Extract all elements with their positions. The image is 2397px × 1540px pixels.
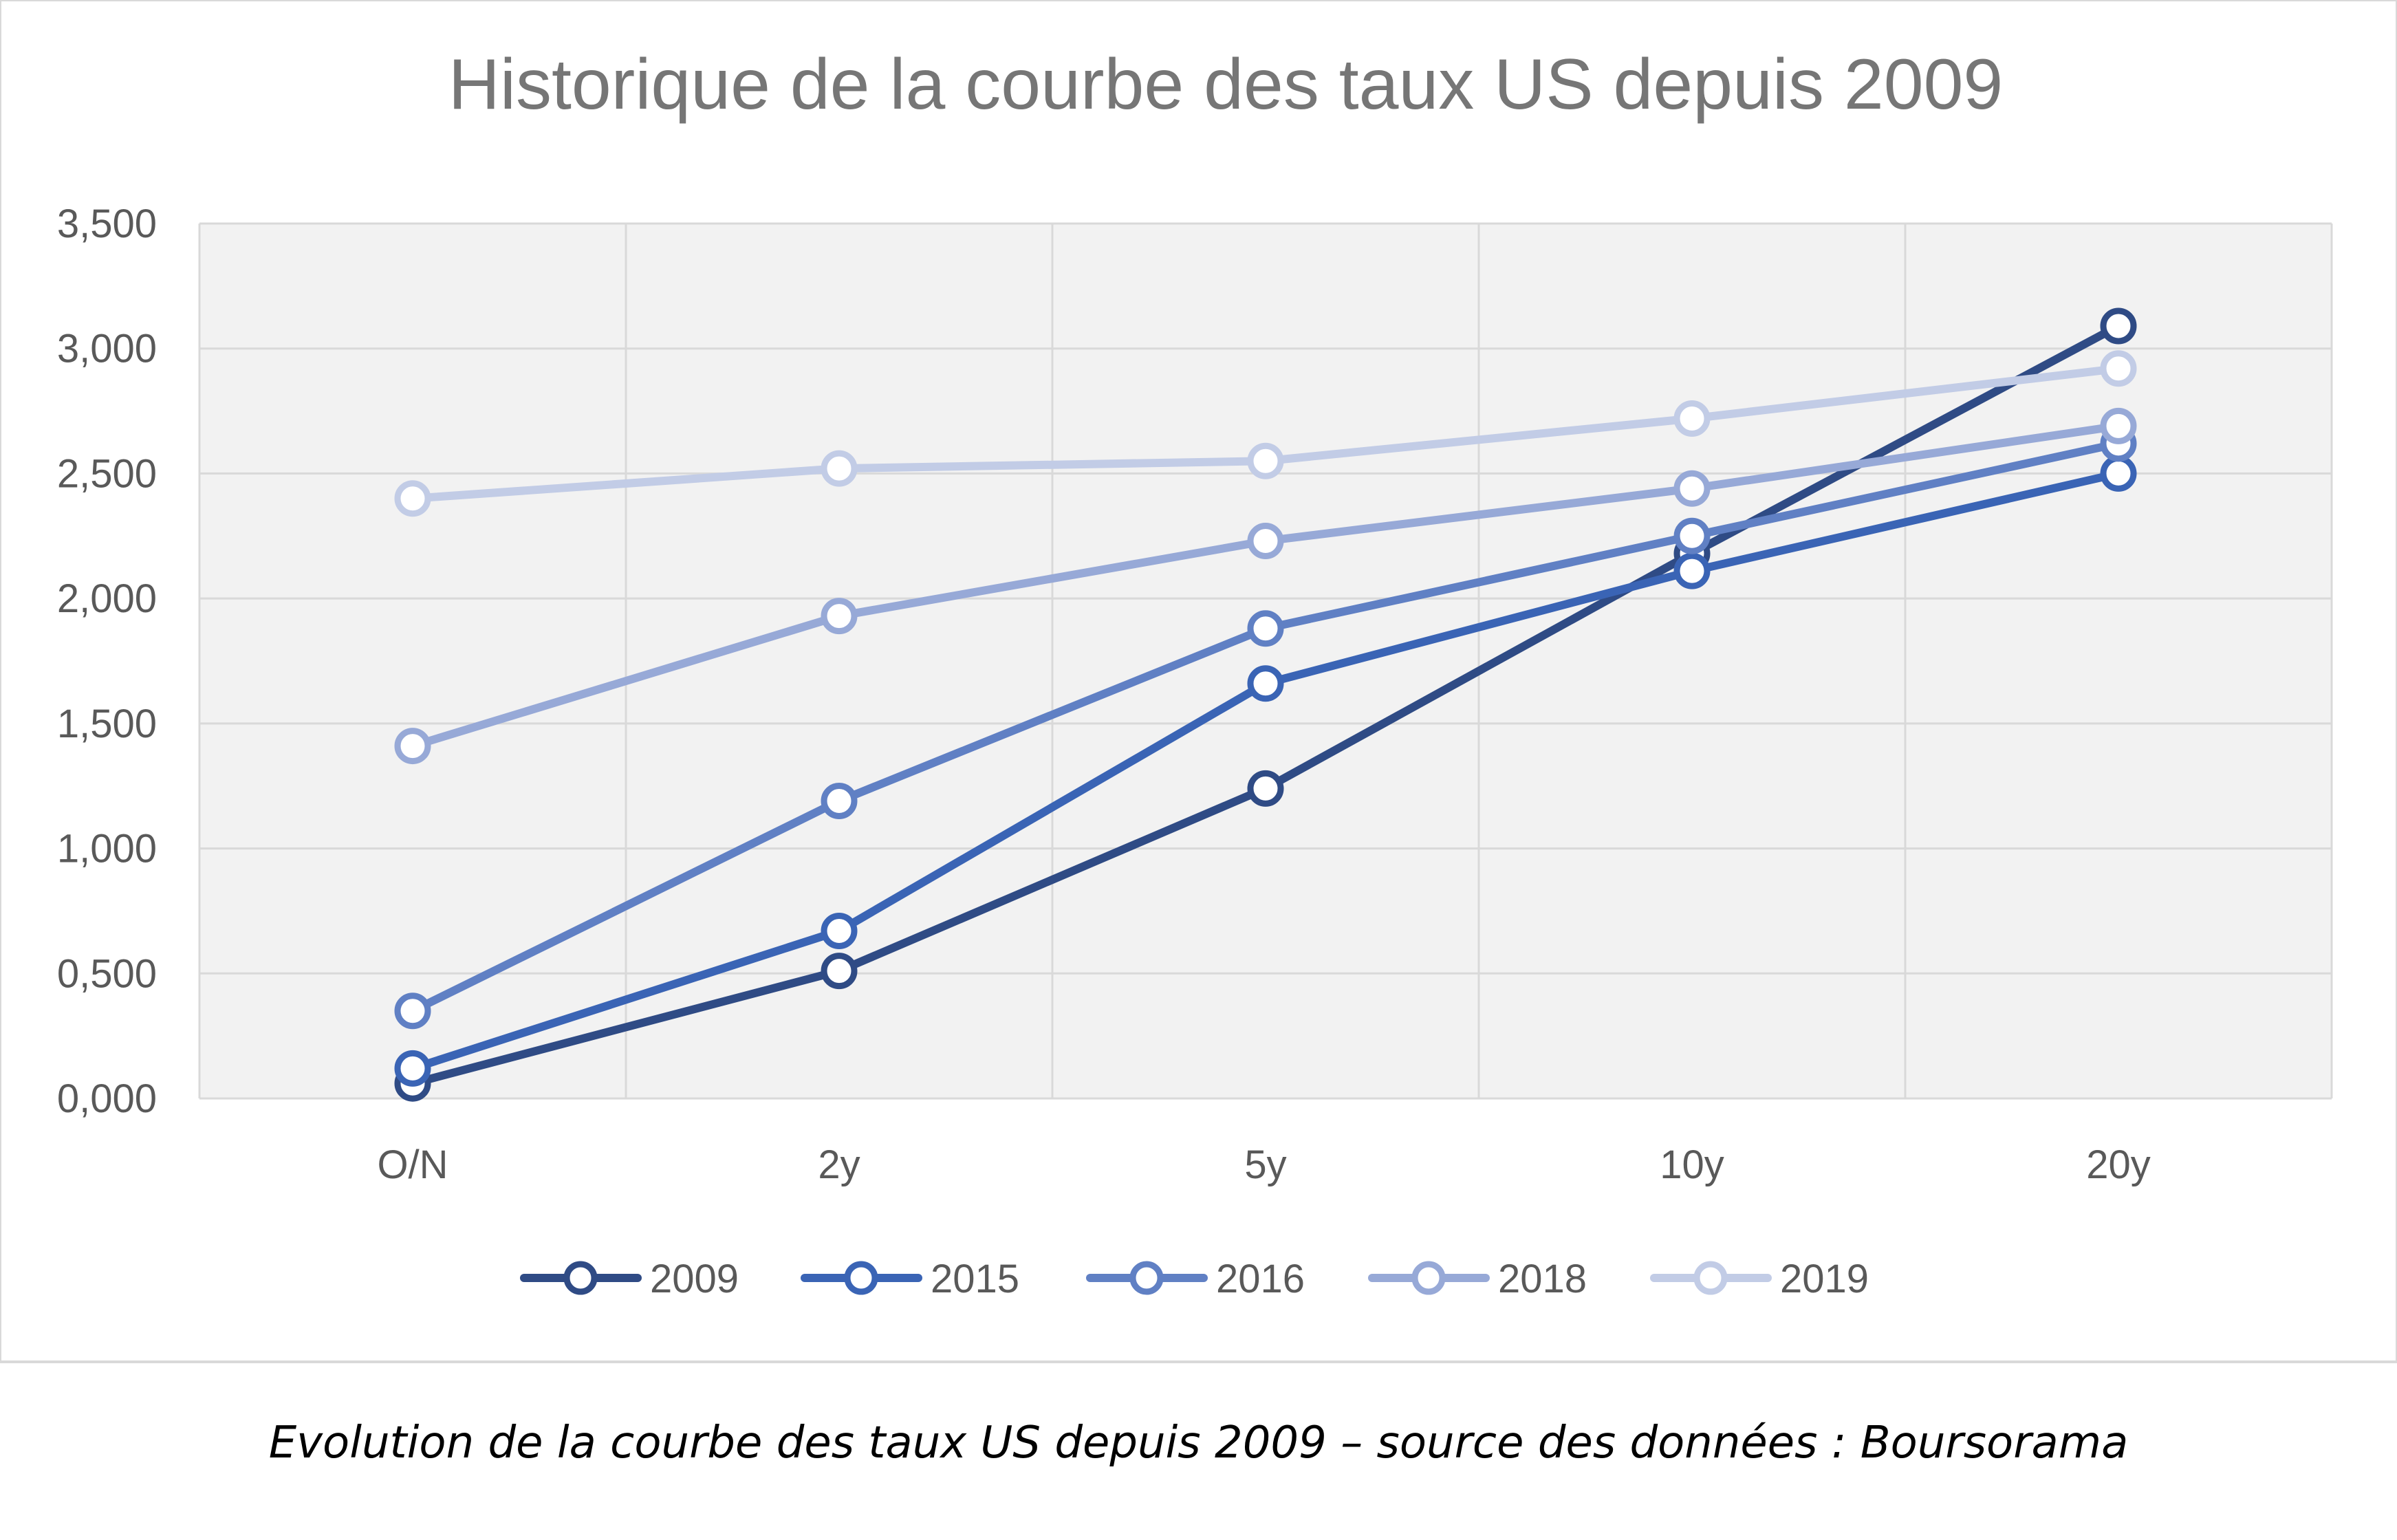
legend: 2009 2015 2016 2018 2019	[520, 1257, 1869, 1301]
y-tick-label: 0,500	[57, 951, 157, 996]
data-point-2015	[394, 1050, 431, 1087]
data-point-2018	[821, 598, 858, 635]
data-point-2019	[2100, 350, 2137, 387]
data-point-2018	[2100, 407, 2137, 444]
y-tick-label: 1,000	[57, 827, 157, 871]
legend-item-2016: 2016	[1086, 1257, 1305, 1301]
legend-item-2019: 2019	[1650, 1257, 1869, 1301]
x-tick-label: 5y	[1244, 1142, 1286, 1187]
legend-label: 2015	[931, 1257, 1019, 1301]
legend-item-2018: 2018	[1368, 1257, 1587, 1301]
legend-marker	[1693, 1261, 1728, 1295]
data-point-2009	[821, 953, 858, 990]
data-point-2016	[394, 993, 431, 1030]
data-point-2018	[394, 728, 431, 765]
data-point-2009	[1247, 770, 1284, 807]
data-point-2019	[1673, 400, 1711, 437]
legend-marker	[1411, 1261, 1446, 1295]
data-point-2019	[821, 450, 858, 487]
x-tick-label: 10y	[1660, 1142, 1724, 1187]
legend-label: 2018	[1498, 1257, 1587, 1301]
legend-label: 2009	[650, 1257, 739, 1301]
legend-item-2009: 2009	[520, 1257, 739, 1301]
legend-label: 2019	[1780, 1257, 1869, 1301]
series-2016	[394, 425, 2137, 1030]
series-2018	[394, 407, 2137, 765]
legend-label: 2016	[1216, 1257, 1305, 1301]
legend-marker	[844, 1261, 878, 1295]
legend-item-2015: 2015	[801, 1257, 1019, 1301]
data-point-2015	[1247, 665, 1284, 702]
data-point-2015	[1673, 552, 1711, 589]
plot-area	[199, 224, 2332, 1098]
data-point-2016	[821, 783, 858, 820]
series-2009	[394, 307, 2137, 1102]
data-point-2015	[821, 913, 858, 950]
data-point-2015	[2100, 455, 2137, 492]
legend-marker	[563, 1261, 598, 1295]
figure-caption: Evolution de la courbe des taux US depui…	[268, 1418, 2129, 1468]
series-layer	[394, 307, 2137, 1102]
data-point-2018	[1247, 523, 1284, 560]
x-tick-label: 2y	[818, 1142, 860, 1187]
x-tick-label: 20y	[2086, 1142, 2151, 1187]
chart-title: Historique de la courbe des taux US depu…	[448, 45, 2004, 124]
data-point-2009	[2100, 307, 2137, 345]
data-point-2019	[394, 480, 431, 517]
x-tick-label: O/N	[377, 1142, 448, 1187]
y-tick-label: 2,500	[57, 451, 157, 496]
series-2019	[394, 350, 2137, 517]
data-point-2016	[1247, 610, 1284, 647]
data-point-2016	[1673, 517, 1711, 554]
legend-marker	[1129, 1261, 1164, 1295]
y-tick-label: 0,000	[57, 1076, 157, 1121]
y-tick-label: 2,000	[57, 576, 157, 621]
series-2015	[394, 455, 2137, 1087]
y-tick-label: 1,500	[57, 702, 157, 746]
y-tick-label: 3,500	[57, 202, 157, 246]
axis-layer: 0,000 0,500 1,000 1,500 2,000 2,500 3,000 3,500…	[57, 202, 2151, 1187]
data-point-2018	[1673, 470, 1711, 507]
data-point-2019	[1247, 442, 1284, 479]
y-tick-label: 3,000	[57, 327, 157, 371]
grid-layer	[198, 222, 2333, 1100]
